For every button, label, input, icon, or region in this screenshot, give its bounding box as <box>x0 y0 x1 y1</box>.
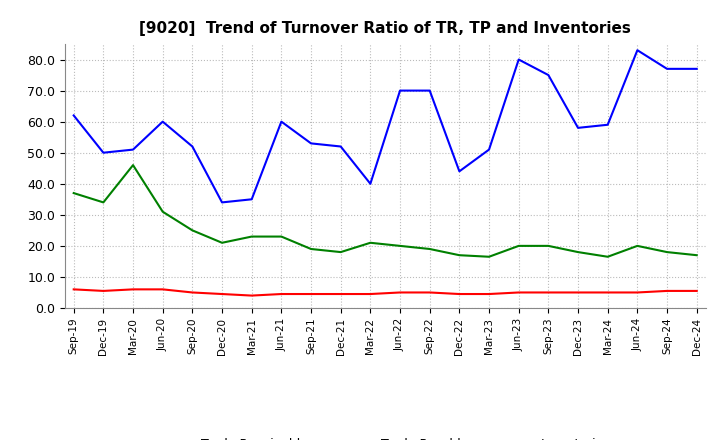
Trade Payables <box>396 88 405 93</box>
Trade Receivables <box>574 290 582 295</box>
Inventories <box>99 200 108 205</box>
Trade Receivables <box>217 291 226 297</box>
Trade Receivables <box>188 290 197 295</box>
Line: Trade Receivables: Trade Receivables <box>73 290 697 296</box>
Inventories <box>188 228 197 233</box>
Inventories <box>336 249 345 255</box>
Trade Payables <box>514 57 523 62</box>
Inventories <box>217 240 226 246</box>
Trade Receivables <box>248 293 256 298</box>
Trade Payables <box>426 88 434 93</box>
Trade Receivables <box>485 291 493 297</box>
Trade Payables <box>455 169 464 174</box>
Trade Receivables <box>129 287 138 292</box>
Trade Payables <box>336 144 345 149</box>
Inventories <box>693 253 701 258</box>
Inventories <box>603 254 612 260</box>
Trade Payables <box>188 144 197 149</box>
Trade Receivables <box>69 287 78 292</box>
Trade Payables <box>99 150 108 155</box>
Trade Payables <box>277 119 286 124</box>
Trade Payables <box>633 48 642 53</box>
Trade Receivables <box>158 287 167 292</box>
Trade Payables <box>307 141 315 146</box>
Trade Receivables <box>455 291 464 297</box>
Line: Inventories: Inventories <box>73 165 697 257</box>
Inventories <box>544 243 553 249</box>
Inventories <box>574 249 582 255</box>
Trade Receivables <box>662 288 671 293</box>
Trade Payables <box>544 73 553 78</box>
Inventories <box>307 246 315 252</box>
Trade Receivables <box>99 288 108 293</box>
Trade Payables <box>248 197 256 202</box>
Inventories <box>662 249 671 255</box>
Trade Payables <box>69 113 78 118</box>
Inventories <box>514 243 523 249</box>
Inventories <box>633 243 642 249</box>
Trade Receivables <box>426 290 434 295</box>
Inventories <box>277 234 286 239</box>
Trade Receivables <box>396 290 405 295</box>
Trade Payables <box>662 66 671 71</box>
Inventories <box>396 243 405 249</box>
Trade Payables <box>693 66 701 71</box>
Line: Trade Payables: Trade Payables <box>73 50 697 202</box>
Inventories <box>129 162 138 168</box>
Trade Receivables <box>336 291 345 297</box>
Inventories <box>485 254 493 260</box>
Inventories <box>248 234 256 239</box>
Inventories <box>426 246 434 252</box>
Inventories <box>158 209 167 214</box>
Trade Receivables <box>633 290 642 295</box>
Trade Payables <box>574 125 582 131</box>
Title: [9020]  Trend of Turnover Ratio of TR, TP and Inventories: [9020] Trend of Turnover Ratio of TR, TP… <box>139 21 631 36</box>
Trade Payables <box>603 122 612 128</box>
Trade Receivables <box>366 291 374 297</box>
Trade Payables <box>485 147 493 152</box>
Trade Payables <box>366 181 374 187</box>
Trade Receivables <box>603 290 612 295</box>
Inventories <box>455 253 464 258</box>
Trade Receivables <box>277 291 286 297</box>
Trade Receivables <box>693 288 701 293</box>
Inventories <box>69 191 78 196</box>
Trade Receivables <box>307 291 315 297</box>
Legend: Trade Receivables, Trade Payables, Inventories: Trade Receivables, Trade Payables, Inven… <box>155 433 616 440</box>
Trade Payables <box>217 200 226 205</box>
Trade Payables <box>129 147 138 152</box>
Inventories <box>366 240 374 246</box>
Trade Receivables <box>514 290 523 295</box>
Trade Receivables <box>544 290 553 295</box>
Trade Payables <box>158 119 167 124</box>
